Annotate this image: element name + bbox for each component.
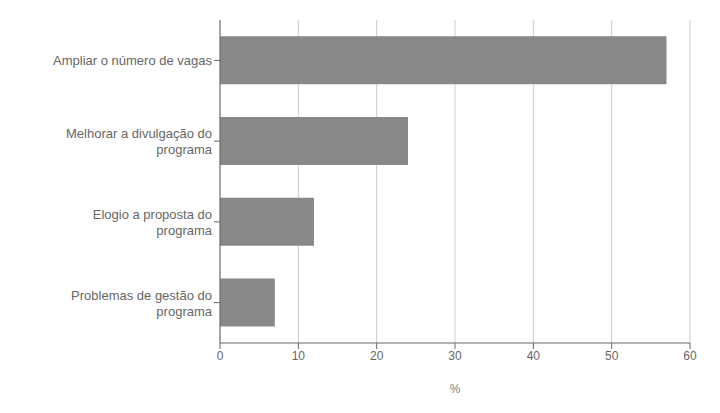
svg-text:10: 10 bbox=[292, 349, 306, 363]
svg-text:Melhorar a divulgação doprogra: Melhorar a divulgação doprograma bbox=[66, 126, 213, 157]
svg-text:30: 30 bbox=[448, 349, 462, 363]
svg-text:Problemas de gestão doprograma: Problemas de gestão doprograma bbox=[71, 287, 213, 318]
svg-text:Ampliar o número de vagas: Ampliar o número de vagas bbox=[53, 53, 212, 68]
svg-text:Elogio a proposta doprograma: Elogio a proposta doprograma bbox=[93, 206, 213, 237]
svg-text:50: 50 bbox=[605, 349, 619, 363]
svg-text:40: 40 bbox=[527, 349, 541, 363]
svg-text:60: 60 bbox=[683, 349, 697, 363]
svg-text:20: 20 bbox=[370, 349, 384, 363]
svg-text:0: 0 bbox=[217, 349, 224, 363]
svg-text:%: % bbox=[450, 382, 461, 396]
